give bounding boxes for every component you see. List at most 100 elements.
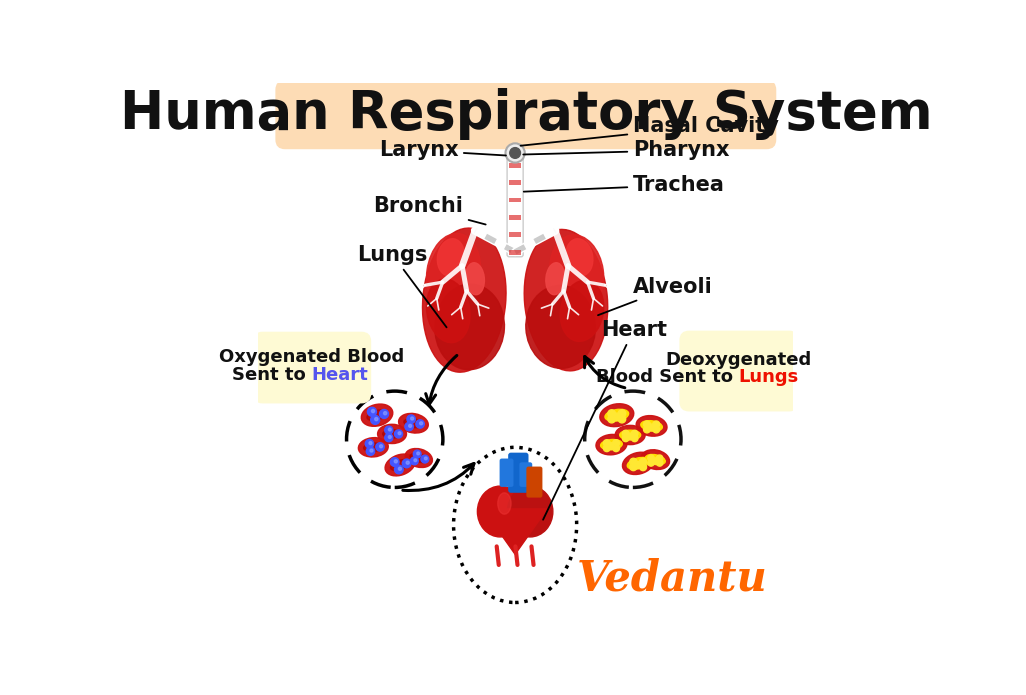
Circle shape — [413, 450, 421, 458]
Circle shape — [630, 464, 637, 471]
Circle shape — [395, 465, 403, 474]
Ellipse shape — [398, 414, 428, 433]
Circle shape — [417, 452, 420, 455]
Text: Deoxygenated: Deoxygenated — [666, 351, 812, 369]
Text: Human Respiratory System: Human Respiratory System — [119, 88, 933, 140]
Text: Bronchi: Bronchi — [373, 197, 485, 224]
Bar — [509, 224, 521, 229]
Circle shape — [371, 409, 374, 413]
Ellipse shape — [641, 420, 663, 431]
Circle shape — [653, 458, 659, 464]
Bar — [509, 154, 521, 159]
Text: Oxygenated Blood: Oxygenated Blood — [220, 348, 404, 366]
Polygon shape — [483, 509, 547, 555]
Ellipse shape — [466, 263, 484, 295]
Circle shape — [647, 460, 655, 466]
Circle shape — [619, 416, 626, 423]
Ellipse shape — [525, 286, 595, 368]
Circle shape — [394, 460, 397, 463]
Ellipse shape — [600, 439, 623, 450]
Circle shape — [607, 410, 616, 417]
Circle shape — [603, 445, 610, 452]
Circle shape — [394, 430, 402, 438]
Circle shape — [643, 421, 650, 428]
FancyBboxPatch shape — [508, 452, 528, 493]
Bar — [509, 180, 521, 185]
Circle shape — [410, 457, 419, 465]
Circle shape — [630, 458, 637, 465]
Circle shape — [657, 455, 663, 461]
Circle shape — [410, 417, 413, 420]
Circle shape — [425, 457, 427, 460]
Bar — [509, 241, 521, 246]
Circle shape — [608, 443, 615, 450]
Ellipse shape — [620, 430, 640, 440]
Bar — [509, 232, 521, 237]
Bar — [509, 215, 521, 220]
Text: Larynx: Larynx — [379, 140, 506, 161]
Ellipse shape — [423, 228, 506, 373]
Ellipse shape — [435, 284, 505, 370]
FancyArrowPatch shape — [497, 546, 499, 565]
Ellipse shape — [363, 443, 383, 452]
Ellipse shape — [636, 416, 667, 436]
Ellipse shape — [410, 453, 428, 463]
Bar — [509, 197, 521, 202]
Circle shape — [421, 455, 429, 463]
Circle shape — [420, 422, 423, 425]
Circle shape — [613, 445, 620, 452]
Circle shape — [653, 426, 660, 433]
Text: Heart: Heart — [312, 366, 368, 384]
Ellipse shape — [524, 229, 607, 371]
Text: Alveoli: Alveoli — [598, 277, 713, 316]
Circle shape — [510, 147, 520, 158]
Circle shape — [384, 411, 387, 415]
FancyBboxPatch shape — [679, 331, 799, 411]
Ellipse shape — [477, 486, 523, 537]
Text: Pharynx: Pharynx — [523, 140, 729, 161]
Ellipse shape — [427, 279, 470, 343]
Ellipse shape — [358, 438, 388, 457]
FancyBboxPatch shape — [252, 332, 371, 403]
FancyBboxPatch shape — [526, 466, 543, 498]
Ellipse shape — [565, 238, 593, 276]
FancyBboxPatch shape — [275, 80, 777, 149]
Circle shape — [627, 433, 633, 440]
Circle shape — [376, 443, 384, 451]
FancyArrowPatch shape — [515, 546, 517, 565]
Circle shape — [369, 441, 372, 445]
Ellipse shape — [427, 234, 480, 313]
Circle shape — [407, 415, 416, 423]
Ellipse shape — [627, 457, 649, 469]
Ellipse shape — [378, 424, 406, 443]
Circle shape — [639, 458, 646, 465]
Circle shape — [631, 430, 638, 437]
Ellipse shape — [623, 452, 654, 475]
Bar — [509, 163, 521, 167]
Circle shape — [657, 460, 663, 466]
Bar — [509, 189, 521, 194]
Ellipse shape — [508, 486, 553, 537]
Ellipse shape — [437, 238, 465, 276]
Circle shape — [385, 434, 393, 442]
Circle shape — [380, 445, 383, 448]
Circle shape — [374, 418, 378, 420]
Ellipse shape — [404, 418, 423, 428]
Ellipse shape — [546, 263, 564, 295]
Text: Sent to: Sent to — [232, 366, 312, 384]
Text: Blood Sent to: Blood Sent to — [595, 368, 739, 386]
Ellipse shape — [405, 448, 432, 468]
FancyBboxPatch shape — [500, 459, 514, 487]
Ellipse shape — [550, 235, 603, 312]
FancyBboxPatch shape — [519, 462, 532, 487]
FancyArrowPatch shape — [531, 546, 534, 565]
Circle shape — [613, 440, 620, 446]
Circle shape — [603, 440, 610, 446]
Ellipse shape — [385, 454, 416, 476]
Circle shape — [639, 464, 646, 471]
Ellipse shape — [560, 280, 603, 341]
Circle shape — [389, 436, 391, 439]
Circle shape — [623, 430, 629, 437]
Circle shape — [402, 459, 411, 468]
Ellipse shape — [645, 455, 665, 465]
